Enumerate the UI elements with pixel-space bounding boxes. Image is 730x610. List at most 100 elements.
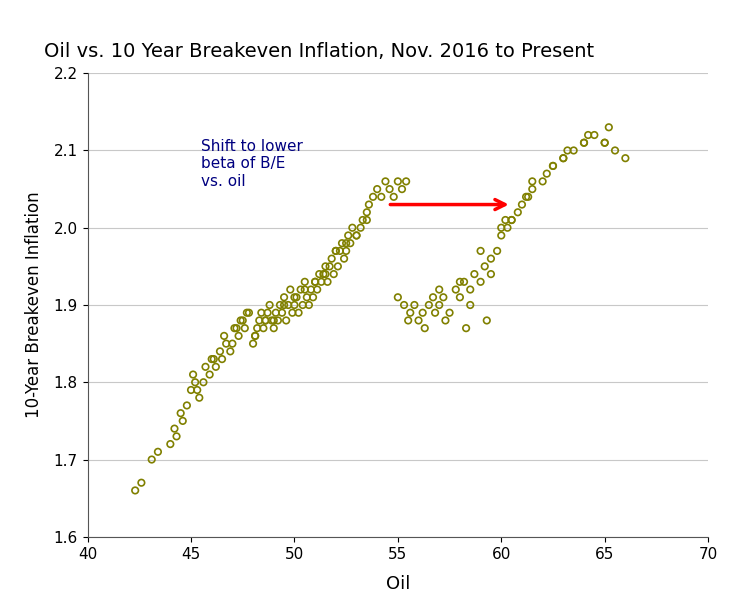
Point: [481, 315, 493, 325]
Point: [437, 292, 449, 302]
Point: [268, 315, 280, 325]
Point: [450, 285, 461, 295]
Point: [506, 215, 518, 225]
Point: [231, 323, 242, 333]
Point: [303, 300, 315, 310]
Point: [278, 292, 290, 302]
Point: [169, 424, 180, 434]
Point: [340, 239, 352, 248]
Point: [402, 315, 414, 325]
Point: [171, 431, 182, 441]
Point: [350, 231, 362, 240]
Point: [328, 269, 339, 279]
Point: [235, 315, 247, 325]
Point: [417, 308, 429, 318]
Point: [375, 192, 387, 202]
Point: [241, 308, 253, 318]
Point: [299, 277, 311, 287]
Point: [208, 354, 220, 364]
Point: [260, 315, 272, 325]
Point: [502, 223, 513, 232]
Point: [293, 308, 304, 318]
Point: [548, 161, 559, 171]
Point: [363, 199, 374, 209]
Point: [568, 146, 580, 156]
Point: [274, 300, 286, 310]
Point: [324, 262, 336, 271]
Point: [423, 300, 435, 310]
Point: [260, 315, 272, 325]
Point: [412, 315, 424, 325]
Point: [330, 246, 342, 256]
Point: [588, 130, 600, 140]
Point: [185, 385, 197, 395]
Point: [175, 408, 187, 418]
Point: [526, 184, 538, 194]
Point: [177, 416, 188, 426]
Point: [288, 300, 300, 310]
Point: [250, 331, 261, 341]
Point: [427, 292, 439, 302]
Point: [499, 215, 511, 225]
Point: [388, 192, 399, 202]
Point: [541, 169, 553, 179]
Point: [301, 292, 312, 302]
Point: [299, 285, 311, 295]
Point: [355, 223, 366, 232]
Point: [191, 385, 203, 395]
Point: [320, 262, 331, 271]
Point: [439, 315, 451, 325]
Point: [283, 300, 294, 310]
Point: [287, 308, 299, 318]
Point: [558, 153, 569, 163]
Point: [198, 378, 210, 387]
Point: [454, 292, 466, 302]
Point: [398, 300, 410, 310]
Point: [578, 138, 590, 148]
Point: [181, 401, 193, 411]
Point: [291, 292, 302, 302]
Point: [444, 308, 456, 318]
Point: [342, 231, 354, 240]
Point: [338, 254, 350, 264]
Point: [384, 184, 396, 194]
Point: [419, 323, 431, 333]
Point: [218, 331, 230, 341]
Point: [429, 308, 441, 318]
Point: [548, 161, 559, 171]
Point: [578, 138, 590, 148]
Point: [266, 315, 277, 325]
Point: [225, 346, 237, 356]
Point: [295, 285, 307, 295]
Point: [336, 239, 347, 248]
Point: [372, 184, 383, 194]
Point: [315, 277, 327, 287]
X-axis label: Oil: Oil: [385, 575, 410, 594]
Point: [404, 308, 416, 318]
Point: [392, 292, 404, 302]
Point: [464, 300, 476, 310]
Point: [516, 199, 528, 209]
Point: [262, 308, 274, 318]
Point: [312, 285, 323, 295]
Point: [320, 269, 331, 279]
Point: [474, 277, 486, 287]
Point: [250, 331, 261, 341]
Point: [278, 300, 290, 310]
Point: [599, 138, 610, 148]
Point: [526, 176, 538, 186]
Point: [496, 231, 507, 240]
Point: [243, 308, 255, 318]
Point: [220, 339, 232, 348]
Point: [270, 308, 282, 318]
Point: [237, 315, 249, 325]
Point: [136, 478, 147, 487]
Point: [326, 254, 337, 264]
Point: [189, 378, 201, 387]
Point: [434, 300, 445, 310]
Point: [268, 323, 280, 333]
Point: [318, 269, 329, 279]
Text: Shift to lower
beta of B/E
vs. oil: Shift to lower beta of B/E vs. oil: [201, 139, 303, 188]
Point: [305, 285, 317, 295]
Point: [357, 215, 369, 225]
